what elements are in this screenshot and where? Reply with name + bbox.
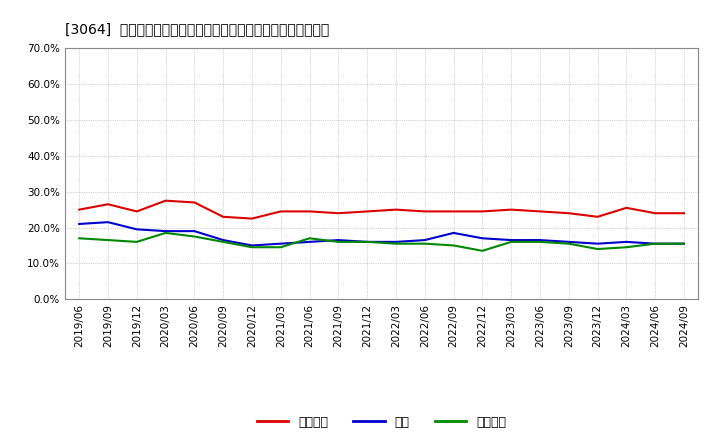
買入債務 (161, 230, 170, 235)
在庫 (478, 236, 487, 241)
在庫 (248, 243, 256, 248)
買入債務 (190, 234, 199, 239)
在庫 (449, 230, 458, 235)
売上債権 (449, 209, 458, 214)
買入債務 (564, 241, 573, 246)
在庫 (132, 227, 141, 232)
買入債務 (334, 239, 343, 245)
売上債権 (680, 211, 688, 216)
売上債権 (593, 214, 602, 220)
売上債権 (651, 211, 660, 216)
在庫 (363, 239, 372, 245)
在庫 (219, 238, 228, 243)
売上債権 (248, 216, 256, 221)
買入債務 (622, 245, 631, 250)
買入債務 (219, 239, 228, 245)
買入債務 (680, 241, 688, 246)
売上債権 (75, 207, 84, 212)
Legend: 売上債権, 在庫, 買入債務: 売上債権, 在庫, 買入債務 (252, 411, 511, 434)
在庫 (564, 239, 573, 245)
買入債務 (132, 239, 141, 245)
在庫 (334, 238, 343, 243)
買入債務 (478, 248, 487, 253)
在庫 (75, 221, 84, 227)
在庫 (680, 241, 688, 246)
買入債務 (420, 241, 429, 246)
在庫 (161, 228, 170, 234)
在庫 (276, 241, 285, 246)
在庫 (305, 239, 314, 245)
Line: 在庫: 在庫 (79, 222, 684, 246)
Line: 買入債務: 買入債務 (79, 233, 684, 251)
在庫 (651, 241, 660, 246)
売上債権 (536, 209, 544, 214)
売上債権 (190, 200, 199, 205)
売上債権 (622, 205, 631, 210)
売上債権 (392, 207, 400, 212)
買入債務 (305, 236, 314, 241)
買入債務 (363, 239, 372, 245)
売上債権 (564, 211, 573, 216)
Text: [3064]  売上債権、在庫、買入債務の総資産に対する比率の推移: [3064] 売上債権、在庫、買入債務の総資産に対する比率の推移 (65, 22, 329, 36)
買入債務 (75, 236, 84, 241)
売上債権 (305, 209, 314, 214)
売上債権 (478, 209, 487, 214)
買入債務 (248, 245, 256, 250)
売上債権 (334, 211, 343, 216)
買入債務 (651, 241, 660, 246)
在庫 (536, 238, 544, 243)
売上債権 (276, 209, 285, 214)
Line: 売上債権: 売上債権 (79, 201, 684, 219)
買入債務 (104, 238, 112, 243)
売上債権 (363, 209, 372, 214)
買入債務 (449, 243, 458, 248)
売上債権 (420, 209, 429, 214)
在庫 (104, 220, 112, 225)
売上債権 (104, 202, 112, 207)
買入債務 (593, 246, 602, 252)
売上債権 (161, 198, 170, 203)
在庫 (507, 238, 516, 243)
買入債務 (392, 241, 400, 246)
在庫 (420, 238, 429, 243)
買入債務 (507, 239, 516, 245)
売上債権 (132, 209, 141, 214)
売上債権 (507, 207, 516, 212)
在庫 (593, 241, 602, 246)
在庫 (190, 228, 199, 234)
在庫 (622, 239, 631, 245)
売上債権 (219, 214, 228, 220)
買入債務 (536, 239, 544, 245)
在庫 (392, 239, 400, 245)
買入債務 (276, 245, 285, 250)
